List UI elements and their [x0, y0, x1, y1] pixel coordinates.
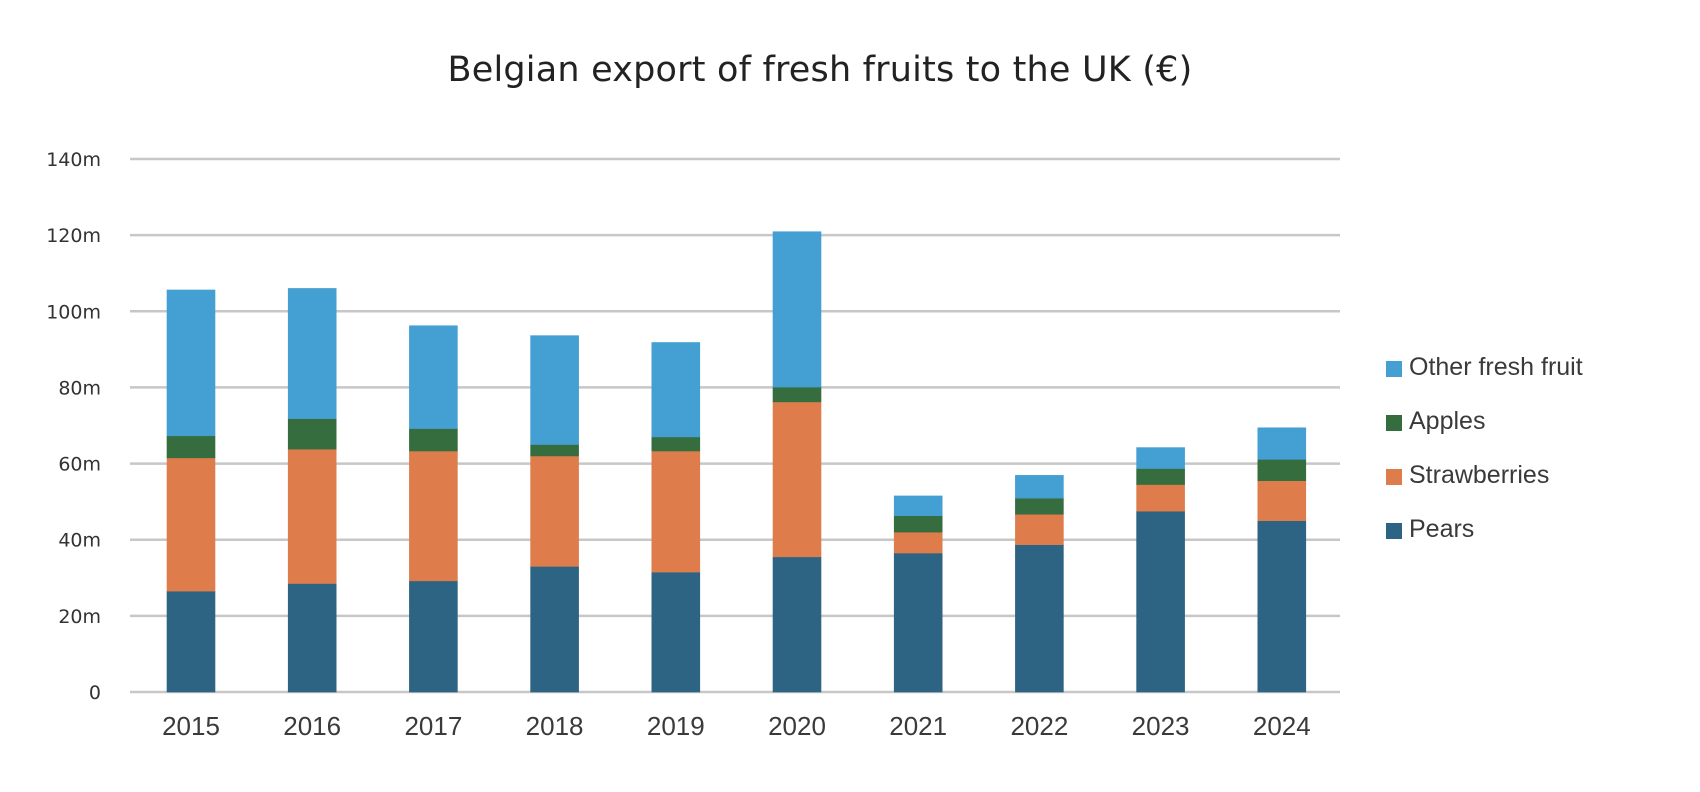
bar-strawberries-2017 — [409, 450, 458, 582]
bar-strawberries-2023 — [1136, 484, 1185, 512]
x-tick-label: 2021 — [889, 711, 947, 741]
y-tick-label: 80m — [58, 377, 101, 399]
bar-other-fresh-fruit-2023 — [1136, 447, 1185, 469]
x-tick-label: 2023 — [1132, 711, 1190, 741]
bar-other-fresh-fruit-2020 — [772, 231, 822, 388]
bars — [166, 231, 1307, 693]
legend-label: Apples — [1409, 406, 1486, 435]
y-tick-label: 120m — [46, 225, 101, 247]
legend: Other fresh fruit Apples Strawberries Pears — [1386, 340, 1583, 556]
legend-item-other-fresh-fruit: Other fresh fruit — [1386, 340, 1583, 394]
y-axis-tick-labels: 0 20m 40m 60m 80m 100m 120m 140m — [46, 149, 101, 704]
y-tick-label: 100m — [46, 301, 101, 323]
legend-label: Other fresh fruit — [1409, 352, 1583, 381]
y-tick-label: 0 — [89, 682, 101, 704]
bar-pears-2022 — [1015, 544, 1064, 693]
bar-pears-2023 — [1136, 510, 1185, 693]
x-tick-label: 2019 — [647, 711, 705, 741]
bar-pears-2020 — [772, 556, 822, 693]
bar-strawberries-2019 — [651, 450, 701, 573]
bar-apples-2021 — [893, 515, 943, 533]
x-tick-label: 2016 — [283, 711, 341, 741]
legend-label: Pears — [1409, 514, 1475, 543]
bar-pears-2021 — [893, 552, 943, 693]
x-tick-label: 2018 — [526, 711, 584, 741]
bar-other-fresh-fruit-2024 — [1257, 427, 1307, 460]
bar-apples-2023 — [1136, 468, 1185, 485]
legend-item-pears: Pears — [1386, 502, 1583, 556]
bar-strawberries-2018 — [530, 455, 579, 567]
bar-apples-2020 — [772, 386, 822, 403]
bar-other-fresh-fruit-2015 — [166, 289, 216, 437]
bar-strawberries-2021 — [893, 531, 943, 554]
x-tick-label: 2024 — [1253, 711, 1311, 741]
bar-other-fresh-fruit-2021 — [893, 495, 943, 517]
bar-strawberries-2016 — [287, 448, 337, 584]
bar-apples-2022 — [1015, 497, 1064, 515]
bar-pears-2017 — [409, 580, 458, 693]
bar-apples-2024 — [1257, 459, 1307, 482]
bar-apples-2015 — [166, 435, 216, 459]
bar-strawberries-2022 — [1015, 513, 1064, 545]
y-tick-label: 20m — [58, 606, 101, 628]
bar-other-fresh-fruit-2016 — [287, 288, 337, 419]
chart-title: Belgian export of fresh fruits to the UK… — [447, 50, 1193, 90]
x-tick-label: 2022 — [1010, 711, 1068, 741]
legend-swatch — [1386, 415, 1402, 431]
bar-pears-2018 — [530, 566, 579, 693]
x-axis-tick-labels: 2015 2016 2017 2018 2019 2020 2021 2022 2023 2024 — [162, 711, 1311, 741]
x-tick-label: 2020 — [768, 711, 826, 741]
x-tick-label: 2015 — [162, 711, 220, 741]
bar-apples-2017 — [409, 428, 458, 452]
bar-other-fresh-fruit-2018 — [530, 335, 579, 445]
bar-other-fresh-fruit-2017 — [409, 325, 458, 429]
y-tick-label: 140m — [46, 149, 101, 171]
bar-strawberries-2020 — [772, 401, 822, 558]
legend-label: Strawberries — [1409, 460, 1550, 489]
bar-other-fresh-fruit-2019 — [651, 342, 701, 438]
legend-item-apples: Apples — [1386, 394, 1583, 448]
y-tick-label: 40m — [58, 530, 101, 552]
bar-pears-2019 — [651, 571, 701, 693]
bar-pears-2015 — [166, 590, 216, 693]
bar-pears-2024 — [1257, 520, 1307, 693]
legend-swatch — [1386, 361, 1402, 377]
bar-strawberries-2024 — [1257, 480, 1307, 521]
legend-item-strawberries: Strawberries — [1386, 448, 1583, 502]
x-tick-label: 2017 — [404, 711, 462, 741]
y-tick-label: 60m — [58, 454, 101, 476]
bar-apples-2018 — [530, 444, 579, 457]
bar-apples-2016 — [287, 418, 337, 450]
bar-pears-2016 — [287, 583, 337, 693]
legend-swatch — [1386, 523, 1402, 539]
bar-apples-2019 — [651, 436, 701, 452]
bar-other-fresh-fruit-2022 — [1015, 475, 1064, 499]
legend-swatch — [1386, 469, 1402, 485]
bar-strawberries-2015 — [166, 457, 216, 592]
